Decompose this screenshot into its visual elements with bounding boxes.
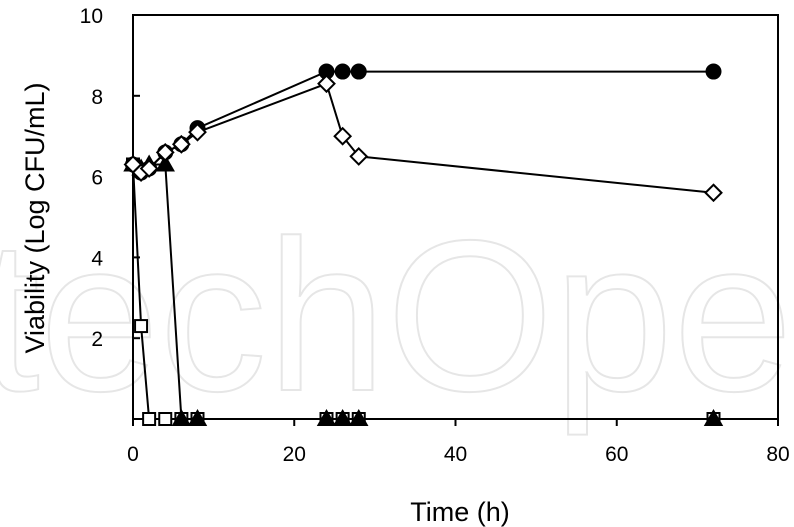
data-point-triangle: [332, 408, 353, 426]
series-line-1: [132, 70, 714, 174]
series-markers: [123, 63, 724, 426]
data-point-diamond: [317, 74, 336, 94]
x-tick-label: 60: [605, 443, 628, 466]
y-tick-label: 8: [91, 86, 103, 109]
data-point-diamond: [171, 134, 191, 154]
series-line-4: [132, 164, 714, 420]
y-tick-label: 6: [91, 167, 103, 190]
data-point-circle: [334, 63, 351, 80]
data-point-diamond: [155, 142, 175, 162]
x-tick-label: 0: [127, 443, 139, 466]
x-tick-label: 20: [283, 443, 306, 466]
data-point-diamond: [188, 122, 207, 142]
y-axis-title: Viability (Log CFU/mL): [20, 82, 50, 353]
data-point-diamond: [333, 126, 353, 146]
y-tick-label: 2: [91, 328, 103, 351]
y-tick-label: 4: [91, 247, 103, 270]
data-point-square: [142, 412, 157, 426]
x-axis-title: Time (h): [410, 497, 510, 527]
x-tick-label: 40: [444, 443, 467, 466]
watermark-text: techOpen: [0, 195, 794, 436]
data-point-triangle: [187, 408, 208, 426]
y-axis-ticks: 2 4 6 8 10: [80, 5, 140, 351]
data-point-triangle: [316, 408, 337, 426]
x-tick-label: 80: [766, 443, 789, 466]
data-point-triangle: [155, 154, 175, 172]
series-line-2: [132, 82, 714, 194]
data-point-circle: [350, 63, 367, 80]
data-point-triangle: [171, 408, 192, 426]
data-point-diamond: [349, 146, 369, 166]
data-point-diamond: [139, 159, 159, 178]
data-point-triangle: [703, 408, 724, 426]
data-point-diamond: [704, 183, 723, 203]
data-point-circle: [705, 63, 722, 80]
x-axis-ticks: 0 20 40 60 80: [127, 419, 790, 466]
y-tick-label: 10: [80, 5, 103, 28]
data-point-square: [134, 319, 149, 334]
data-point-triangle: [349, 408, 369, 426]
data-point-square: [158, 412, 173, 426]
